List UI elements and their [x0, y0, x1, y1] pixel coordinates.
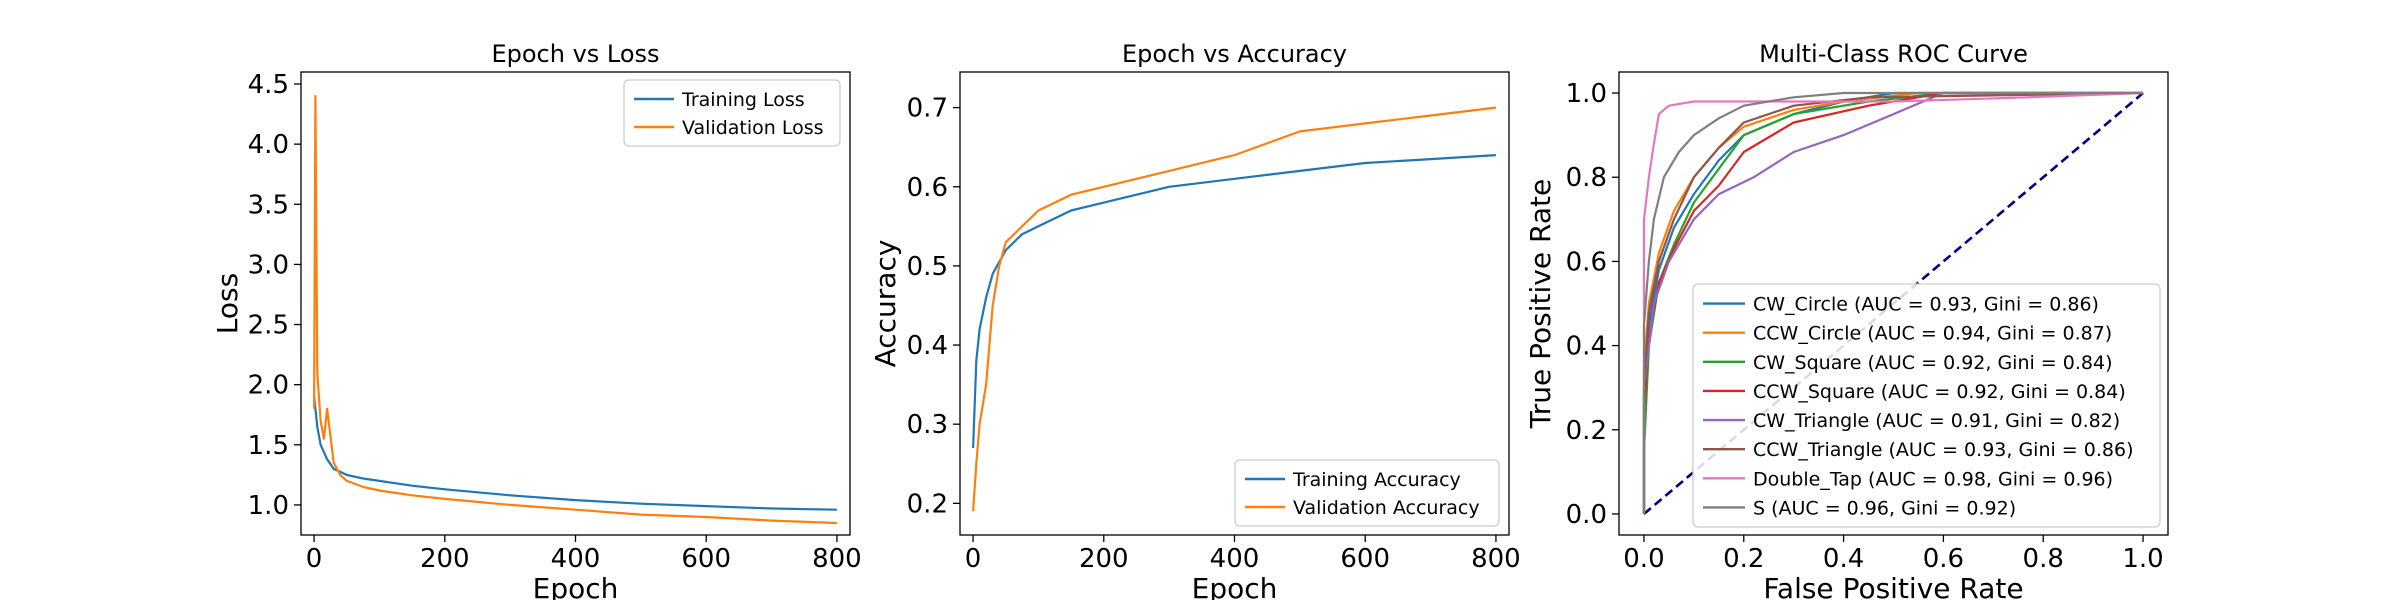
- series-line-8: [1642, 91, 2143, 514]
- x-tick-label: 800: [1471, 544, 1521, 574]
- y-tick-label: 4.0: [248, 130, 289, 160]
- series-line-1: [972, 154, 1496, 448]
- y-tick-label: 3.0: [248, 250, 289, 280]
- legend: Training Loss Validation Loss: [623, 79, 841, 147]
- y-axis-label: Accuracy: [869, 240, 902, 368]
- series-line-5: [1642, 91, 2143, 514]
- y-tick-label: 0.4: [1566, 332, 1607, 362]
- y-tick-label: 0.2: [1566, 416, 1607, 446]
- x-tick-label: 200: [1079, 544, 1129, 574]
- legend-box: [623, 79, 841, 147]
- chart-panel-1: 0 200 400 600 800 1.0 1.5 2.0 2.5 3.0 3.5 4.0 4.5 Epo…: [211, 40, 862, 600]
- x-tick-label: 0: [306, 544, 323, 574]
- x-tick-label: 0.6: [1923, 544, 1964, 574]
- legend-label: CW_Triangle (AUC = 0.91, Gini = 0.82): [1753, 410, 2120, 432]
- legend-label: S (AUC = 0.96, Gini = 0.92): [1753, 497, 2016, 519]
- legend-box: [1692, 283, 2161, 528]
- x-tick-label: 0.4: [1823, 544, 1864, 574]
- y-tick-label: 0.4: [907, 331, 948, 361]
- x-axis-label: Epoch: [533, 572, 619, 600]
- legend-label: CW_Square (AUC = 0.92, Gini = 0.84): [1753, 352, 2113, 374]
- legend: CW_Circle (AUC = 0.93, Gini = 0.86) CCW_C…: [1692, 283, 2161, 528]
- series-line-1: [313, 396, 837, 511]
- x-tick-label: 600: [1340, 544, 1390, 574]
- legend: Training Accuracy Validation Accuracy: [1234, 459, 1500, 527]
- y-tick-label: 3.5: [248, 190, 289, 220]
- legend-label: Training Loss: [681, 89, 805, 111]
- y-tick-label: 0.2: [907, 489, 948, 519]
- legend-label: Validation Accuracy: [1293, 497, 1480, 519]
- y-axis-label: True Positive Rate: [1524, 179, 1557, 429]
- y-tick-label: 0.0: [1566, 500, 1607, 530]
- y-tick-label: 4.5: [248, 70, 289, 100]
- plot-frame: [1618, 71, 2169, 536]
- x-tick-label: 1.0: [2122, 544, 2163, 574]
- legend-box: [1234, 459, 1500, 527]
- y-tick-label: 1.0: [1566, 79, 1607, 109]
- chart-title: Epoch vs Loss: [491, 40, 659, 68]
- series-line-2: [972, 106, 1497, 512]
- y-tick-label: 1.5: [248, 431, 289, 461]
- series-line-6: [1642, 91, 2144, 514]
- legend-label: Double_Tap (AUC = 0.98, Gini = 0.96): [1753, 468, 2113, 490]
- legend-label: Validation Loss: [682, 117, 824, 139]
- series-line-2: [313, 94, 837, 525]
- y-tick-label: 1.0: [248, 491, 289, 521]
- chart-panel-2: 0 200 400 600 800 0.2 0.3 0.4 0.5 0.6 0.7 Epoch vs …: [869, 40, 1521, 600]
- x-tick-label: 0: [965, 544, 982, 574]
- legend-label: CW_Circle (AUC = 0.93, Gini = 0.86): [1753, 294, 2099, 316]
- x-tick-label: 0.8: [2023, 544, 2064, 574]
- y-tick-label: 2.5: [248, 311, 289, 341]
- y-tick-label: 0.3: [907, 410, 948, 440]
- x-tick-label: 0.0: [1623, 544, 1664, 574]
- chart-title: Epoch vs Accuracy: [1122, 40, 1347, 68]
- y-axis-label: Loss: [211, 273, 244, 334]
- x-tick-label: 400: [1210, 544, 1260, 574]
- x-axis-label: False Positive Rate: [1763, 572, 2023, 600]
- legend-label: CCW_Square (AUC = 0.92, Gini = 0.84): [1753, 381, 2126, 403]
- y-tick-label: 0.6: [1566, 247, 1607, 277]
- series-line-7: [1642, 91, 2144, 514]
- chart-panel-3: 0.0 0.2 0.4 0.6 0.8 1.0 0.0 0.2 0.4 0.6 0.8 1.0 Mult…: [1524, 40, 2169, 600]
- y-tick-label: 0.7: [907, 94, 948, 124]
- y-tick-label: 0.8: [1566, 163, 1607, 193]
- legend-label: CCW_Triangle (AUC = 0.93, Gini = 0.86): [1753, 439, 2133, 461]
- y-tick-label: 0.5: [907, 252, 948, 282]
- x-axis-label: Epoch: [1192, 572, 1278, 600]
- chart-title: Multi-Class ROC Curve: [1759, 40, 2028, 68]
- x-tick-label: 400: [551, 544, 601, 574]
- y-tick-label: 2.0: [248, 371, 289, 401]
- x-tick-label: 600: [681, 544, 731, 574]
- legend-label: Training Accuracy: [1292, 469, 1461, 491]
- x-tick-label: 800: [812, 544, 862, 574]
- y-tick-label: 0.6: [907, 173, 948, 203]
- legend-label: CCW_Circle (AUC = 0.94, Gini = 0.87): [1753, 323, 2112, 345]
- x-tick-label: 0.2: [1723, 544, 1764, 574]
- x-tick-label: 200: [420, 544, 470, 574]
